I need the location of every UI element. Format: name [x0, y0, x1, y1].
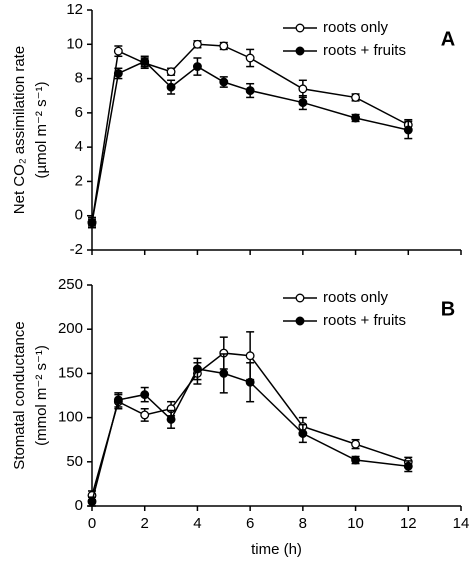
marker: [113, 46, 123, 56]
marker: [166, 82, 176, 92]
marker: [87, 497, 97, 507]
y-tick-label: 250: [58, 276, 83, 293]
panel-label: B: [441, 298, 455, 320]
y-tick-label: 100: [58, 409, 83, 426]
marker: [245, 377, 255, 387]
marker: [140, 56, 150, 66]
x-tick-label: 10: [347, 515, 364, 532]
y-tick-label: 10: [66, 35, 83, 52]
marker: [192, 364, 202, 374]
y-axis-label: (mmol m⁻² s⁻¹): [33, 345, 50, 446]
panel-label: A: [441, 28, 455, 50]
marker: [192, 62, 202, 72]
y-axis-label: Stomatal conductance: [11, 321, 28, 469]
marker: [166, 67, 176, 77]
legend-label: roots only: [323, 19, 389, 36]
marker: [403, 461, 413, 471]
x-tick-label: 8: [299, 515, 307, 532]
marker: [403, 125, 413, 135]
marker: [166, 414, 176, 424]
legend-marker: [295, 23, 305, 33]
marker: [245, 53, 255, 63]
x-axis-label: time (h): [251, 541, 302, 558]
marker: [140, 410, 150, 420]
y-tick-label: 150: [58, 364, 83, 381]
y-tick-label: -2: [70, 241, 83, 258]
series-line: [91, 368, 409, 502]
x-tick-label: 2: [141, 515, 149, 532]
series-line: [91, 60, 409, 223]
marker: [192, 39, 202, 49]
y-axis-label: (µmol m⁻² s⁻¹): [33, 82, 50, 179]
series-line: [91, 43, 409, 223]
legend-label: roots + fruits: [323, 312, 406, 329]
x-tick-label: 0: [88, 515, 96, 532]
y-tick-label: 8: [75, 70, 83, 87]
x-tick-label: 4: [193, 515, 201, 532]
y-tick-label: 12: [66, 1, 83, 18]
legend-marker: [295, 46, 305, 56]
legend-marker: [295, 316, 305, 326]
y-tick-label: 4: [75, 138, 83, 155]
marker: [87, 218, 97, 228]
marker: [219, 41, 229, 51]
marker: [298, 98, 308, 108]
y-tick-label: 50: [66, 453, 83, 470]
legend-label: roots only: [323, 289, 389, 306]
marker: [113, 68, 123, 78]
y-tick-label: 200: [58, 320, 83, 337]
marker: [298, 84, 308, 94]
marker: [351, 113, 361, 123]
marker: [351, 92, 361, 102]
y-tick-label: 6: [75, 104, 83, 121]
marker: [245, 86, 255, 96]
legend-marker: [295, 293, 305, 303]
marker: [113, 395, 123, 405]
x-tick-label: 6: [246, 515, 254, 532]
y-tick-label: 0: [75, 497, 83, 514]
marker: [219, 77, 229, 87]
marker: [298, 429, 308, 438]
y-tick-label: 2: [75, 172, 83, 189]
y-axis-label: Net CO₂ assimilation rate: [11, 46, 28, 214]
marker: [351, 455, 361, 465]
y-tick-label: 0: [75, 207, 83, 224]
x-tick-label: 12: [400, 515, 417, 532]
legend-label: roots + fruits: [323, 42, 406, 59]
marker: [219, 368, 229, 378]
marker: [245, 351, 255, 361]
marker: [140, 390, 150, 400]
x-tick-label: 14: [453, 515, 470, 532]
marker: [351, 439, 361, 449]
series-line: [91, 352, 409, 496]
